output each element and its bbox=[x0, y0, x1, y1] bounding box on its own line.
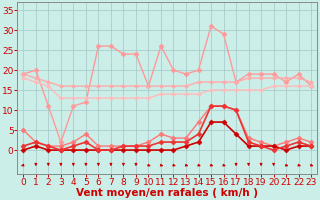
X-axis label: Vent moyen/en rafales ( km/h ): Vent moyen/en rafales ( km/h ) bbox=[76, 188, 258, 198]
